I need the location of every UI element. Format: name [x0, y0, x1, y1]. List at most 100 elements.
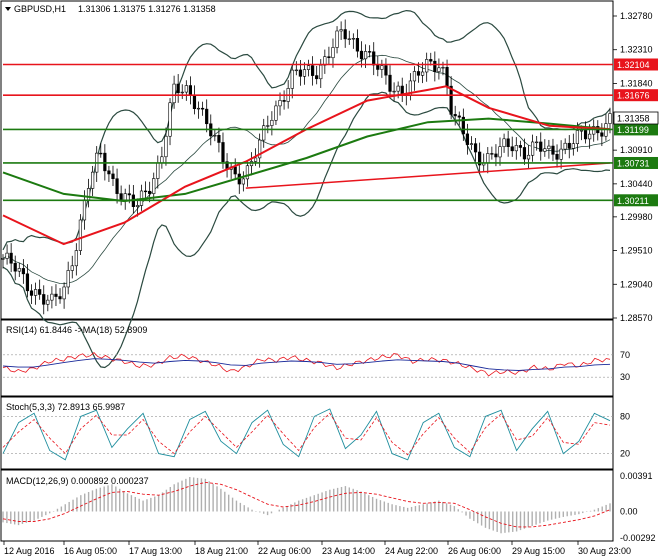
candle-body	[433, 60, 437, 72]
candle-body	[160, 156, 164, 164]
stoch-signal-line	[2, 412, 611, 456]
candle-body	[563, 142, 567, 150]
symbol-label: GBPUSD,H1	[14, 4, 66, 14]
rsi-line	[2, 352, 611, 377]
stoch-panel-frame	[0, 396, 614, 470]
candle-body	[78, 219, 83, 251]
candle-body	[478, 151, 482, 166]
candle-body	[502, 138, 506, 147]
axis-layer: 1.32104 1.31676 1.31199 1.30731 1.30211 1.313…	[3, 11, 659, 556]
level-price-label: 1.31199	[617, 125, 649, 135]
candle-body	[421, 71, 425, 76]
symbol-dropdown-icon[interactable]	[5, 7, 11, 11]
candle-body	[164, 135, 168, 158]
x-tick-label: 16 Aug 05:00	[64, 546, 117, 556]
candle-body	[50, 293, 54, 301]
candle-body	[363, 51, 368, 60]
candle-body	[506, 138, 510, 148]
candle-body	[469, 143, 474, 145]
candle-body	[172, 83, 176, 104]
candle-body	[510, 146, 514, 152]
candle-body	[262, 125, 266, 141]
candle-body	[465, 133, 470, 145]
candle-body	[380, 65, 384, 70]
candle-body	[583, 130, 588, 140]
level-price-tag	[614, 89, 658, 102]
candle-body	[274, 105, 278, 121]
level-price-tag	[614, 194, 658, 207]
candle-body	[148, 190, 152, 194]
candle-body	[99, 152, 103, 155]
candle-body	[258, 139, 262, 159]
candle-body	[457, 115, 461, 118]
ohlc-label: 1.31306 1.31375 1.31276 1.31358	[78, 4, 216, 14]
candle-body	[91, 171, 95, 189]
candle-body	[355, 38, 360, 52]
x-tick-label: 29 Aug 15:00	[512, 546, 565, 556]
candle-body	[567, 142, 571, 149]
x-tick-label: 23 Aug 14:00	[322, 546, 375, 556]
candle-body	[82, 199, 87, 221]
candle-body	[74, 250, 78, 267]
candle-body	[180, 91, 184, 94]
candle-body	[184, 85, 188, 93]
x-tick-label: 22 Aug 06:00	[258, 546, 311, 556]
bollinger-lower-line	[2, 91, 611, 369]
candle-body	[315, 75, 319, 80]
candle-body	[592, 126, 596, 135]
candle-body	[201, 107, 205, 110]
candle-body	[29, 290, 34, 296]
candle-body	[156, 162, 160, 179]
candle-body	[192, 94, 197, 109]
candle-body	[526, 154, 531, 160]
candle-body	[412, 71, 417, 82]
candle-body	[42, 294, 46, 305]
candle-body	[188, 85, 192, 96]
x-tick-label: 12 Aug 2016	[4, 546, 55, 556]
candle-body	[600, 132, 604, 137]
candle-body	[319, 64, 323, 80]
candle-body	[217, 135, 221, 143]
candle-body	[588, 133, 592, 140]
candle-body	[266, 125, 270, 127]
candle-body	[518, 145, 522, 148]
x-tick-label: 30 Aug 23:00	[578, 546, 631, 556]
candle-body	[514, 145, 518, 152]
candle-body	[429, 59, 433, 62]
candle-body	[539, 141, 543, 152]
candle-body	[119, 193, 123, 201]
current-price-tag	[613, 111, 659, 125]
candle-body	[66, 270, 70, 288]
candle-body	[376, 64, 380, 70]
candle-body	[547, 145, 551, 150]
rsi-tick-label: 70	[620, 350, 630, 360]
candle-body	[392, 90, 396, 93]
candle-body	[522, 147, 527, 160]
candle-body	[127, 193, 131, 196]
candle-body	[490, 153, 494, 155]
candle-body	[21, 268, 25, 275]
candle-body	[5, 252, 9, 259]
macd-signal-line	[2, 481, 611, 528]
candle-body	[213, 135, 217, 137]
candle-body	[278, 100, 282, 107]
candle-body	[441, 66, 445, 69]
candle-body	[494, 153, 498, 158]
candle-body	[498, 146, 502, 158]
candle-body	[245, 165, 250, 180]
macd-tick-label: -0.00292	[620, 533, 656, 543]
stoch-main-line	[2, 408, 611, 461]
x-tick-label: 26 Aug 06:00	[448, 546, 501, 556]
candle-body	[608, 113, 612, 124]
candle-body	[351, 38, 355, 40]
candle-body	[571, 143, 575, 149]
candle-body	[416, 71, 421, 76]
stoch-tick-label: 80	[620, 411, 630, 421]
rsi-tick-label: 30	[620, 372, 630, 382]
candle-body	[111, 173, 115, 180]
candle-body	[302, 69, 307, 77]
rsi-title: RSI(14) 61.8446 ->MA(18) 52.8909	[6, 325, 147, 335]
candle-body	[339, 29, 343, 32]
candle-body	[168, 102, 172, 137]
candle-body	[294, 69, 298, 72]
